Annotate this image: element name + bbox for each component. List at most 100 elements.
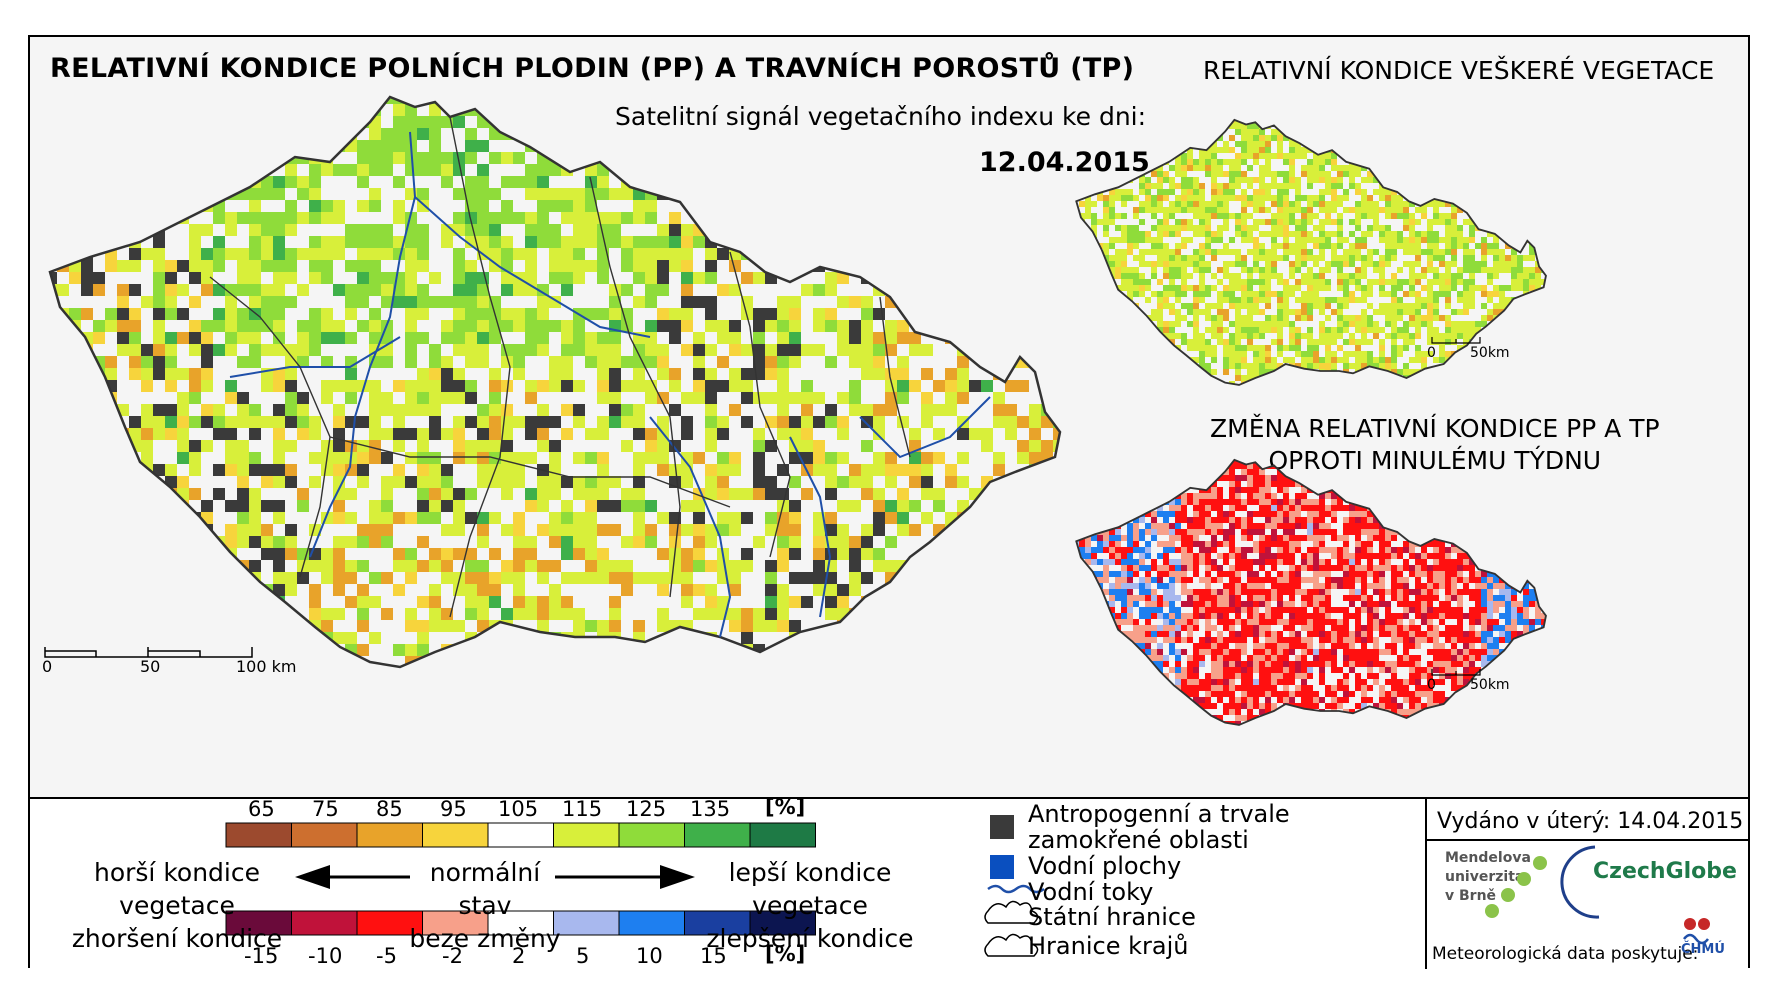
raster-cell: [525, 272, 537, 284]
raster-cell: [789, 356, 801, 368]
raster-cell: [477, 97, 489, 104]
raster-cell: [633, 380, 645, 392]
raster-cell: [465, 572, 477, 584]
raster-cell: [141, 224, 153, 236]
raster-cell: [1487, 119, 1493, 123]
raster-cell: [1367, 195, 1373, 201]
raster-cell: [549, 656, 561, 667]
raster-cell: [1253, 255, 1259, 261]
raster-cell: [1289, 123, 1295, 129]
raster-cell: [717, 512, 729, 524]
raster-cell: [1053, 428, 1060, 440]
raster-cell: [1085, 213, 1091, 219]
raster-cell: [1391, 309, 1397, 315]
raster-cell: [909, 380, 921, 392]
raster-cell: [1053, 164, 1060, 176]
raster-cell: [1475, 243, 1481, 249]
raster-cell: [405, 392, 417, 404]
raster-cell: [1091, 279, 1097, 285]
raster-cell: [1097, 279, 1103, 285]
raster-cell: [1121, 249, 1127, 255]
raster-cell: [345, 164, 357, 176]
raster-cell: [1139, 315, 1145, 321]
raster-cell: [717, 97, 729, 104]
raster-cell: [969, 164, 981, 176]
raster-cell: [1541, 243, 1546, 249]
raster-cell: [1523, 309, 1529, 315]
raster-cell: [1355, 273, 1361, 279]
raster-cell: [273, 140, 285, 152]
raster-cell: [1433, 279, 1439, 285]
raster-cell: [993, 452, 1005, 464]
raster-cell: [1373, 159, 1379, 165]
raster-cell: [1091, 183, 1097, 189]
raster-cell: [705, 200, 717, 212]
raster-cell: [105, 644, 117, 656]
raster-cell: [813, 668, 825, 680]
raster-cell: [1529, 273, 1535, 279]
raster-cell: [717, 332, 729, 344]
raster-cell: [741, 140, 753, 152]
raster-cell: [1127, 327, 1133, 333]
raster-cell: [765, 140, 777, 152]
raster-cell: [441, 428, 453, 440]
raster-cell: [609, 500, 621, 512]
raster-cell: [1463, 119, 1469, 123]
raster-cell: [741, 152, 753, 164]
raster-cell: [1229, 123, 1235, 129]
raster-cell: [561, 404, 573, 416]
raster-cell: [69, 248, 81, 260]
raster-cell: [261, 152, 273, 164]
raster-cell: [741, 668, 753, 680]
raster-cell: [933, 644, 945, 656]
raster-cell: [1541, 237, 1546, 243]
raster-cell: [1079, 213, 1085, 219]
raster-cell: [921, 128, 933, 140]
raster-cell: [1355, 321, 1361, 327]
raster-cell: [1331, 309, 1337, 315]
raster-cell: [717, 464, 729, 476]
raster-cell: [189, 176, 201, 188]
raster-cell: [1157, 189, 1163, 195]
raster-cell: [201, 500, 213, 512]
raster-cell: [1469, 291, 1475, 297]
raster-cell: [81, 104, 93, 116]
raster-cell: [465, 344, 477, 356]
raster-cell: [1005, 632, 1017, 644]
raster-cell: [945, 104, 957, 116]
raster-cell: [1076, 225, 1079, 231]
raster-cell: [1157, 183, 1163, 189]
raster-cell: [1307, 141, 1313, 147]
raster-cell: [1103, 351, 1109, 357]
raster-cell: [1145, 147, 1151, 153]
raster-cell: [1289, 273, 1295, 279]
raster-cell: [1235, 315, 1241, 321]
raster-cell: [1427, 309, 1433, 315]
raster-cell: [501, 212, 513, 224]
raster-cell: [273, 248, 285, 260]
raster-cell: [873, 248, 885, 260]
raster-cell: [1109, 297, 1115, 303]
raster-cell: [621, 536, 633, 548]
raster-cell: [525, 260, 537, 272]
raster-cell: [213, 152, 225, 164]
raster-cell: [645, 644, 657, 656]
raster-cell: [1259, 189, 1265, 195]
raster-cell: [1331, 333, 1337, 339]
raster-cell: [129, 97, 141, 104]
raster-cell: [1457, 327, 1463, 333]
raster-cell: [825, 488, 837, 500]
raster-cell: [741, 236, 753, 248]
raster-cell: [741, 188, 753, 200]
raster-cell: [1005, 260, 1017, 272]
raster-cell: [1361, 297, 1367, 303]
raster-cell: [873, 368, 885, 380]
raster-cell: [573, 332, 585, 344]
raster-cell: [633, 536, 645, 548]
raster-cell: [681, 548, 693, 560]
raster-cell: [1029, 200, 1041, 212]
raster-cell: [1457, 183, 1463, 189]
raster-cell: [1463, 183, 1469, 189]
raster-cell: [369, 128, 381, 140]
raster-cell: [57, 404, 69, 416]
